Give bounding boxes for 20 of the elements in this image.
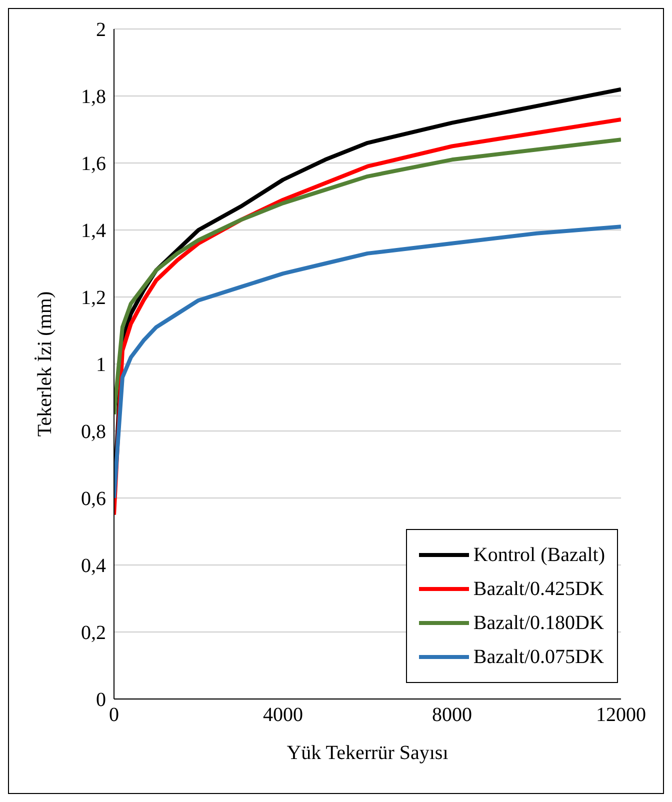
y-tick-label: 0,2 (81, 622, 106, 644)
y-tick-label: 1 (96, 354, 106, 376)
y-tick-label: 2 (96, 19, 106, 42)
y-tick-label: 1,6 (81, 153, 106, 176)
x-axis-title: Yük Tekerrür Sayısı (286, 742, 449, 764)
y-axis-title: Tekerlek İzi (mm) (34, 291, 56, 437)
legend-label: Bazalt/0.425DK (473, 578, 604, 600)
y-tick-label: 1,4 (81, 220, 106, 242)
x-tick-label: 12000 (596, 704, 646, 726)
y-tick-label: 1,2 (81, 287, 106, 310)
legend-label: Bazalt/0.075DK (473, 646, 604, 668)
x-tick-label: 4000 (263, 704, 303, 726)
y-tick-label: 0 (96, 689, 106, 712)
y-tick-label: 0,6 (81, 488, 106, 510)
y-tick-label: 0,8 (81, 421, 106, 444)
legend-label: Kontrol (Bazalt) (473, 544, 605, 566)
y-tick-label: 0,4 (81, 555, 106, 578)
x-tick-label: 8000 (432, 704, 472, 726)
y-tick-label: 1,8 (81, 86, 106, 108)
legend-label: Bazalt/0.180DK (473, 612, 604, 634)
